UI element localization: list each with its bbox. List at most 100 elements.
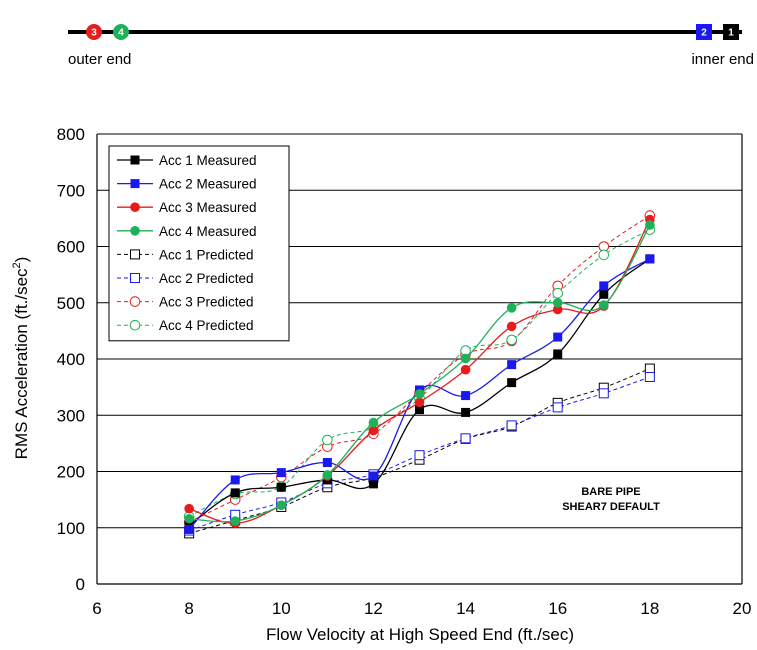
- legend-label-acc-4-predicted: Acc 4 Predicted: [159, 318, 254, 333]
- x-axis-title: Flow Velocity at High Speed End (ft./sec…: [266, 625, 574, 644]
- legend-marker-acc-1-predicted: [130, 249, 140, 260]
- sensor-4-marker: [113, 24, 129, 40]
- sensor-badge-2: 2: [696, 24, 712, 40]
- legend-label-acc-3-measured: Acc 3 Measured: [159, 200, 257, 215]
- legend-box: [108, 145, 290, 342]
- x-tick-label-20: 20: [733, 599, 752, 618]
- x-tick-label-16: 16: [548, 599, 567, 618]
- sensor-badge-1: 1: [723, 24, 739, 40]
- sensor-3-marker: [86, 24, 102, 40]
- point-acc-2-predicted-x15: [506, 420, 517, 431]
- point-acc-4-measured-x8: [184, 513, 194, 524]
- point-acc-1-measured-x15: [507, 378, 517, 388]
- legend-label-acc-1-predicted: Acc 1 Predicted: [159, 247, 254, 262]
- y-axis-title-superscript: 2: [11, 262, 23, 268]
- sensor-1-number: 1: [728, 28, 734, 39]
- point-acc-2-predicted-x18: [644, 372, 655, 382]
- legend-marker-acc-2-measured: [130, 179, 140, 189]
- point-acc-2-measured-x8: [184, 524, 194, 534]
- y-axis-title-main: RMS Acceleration (ft./sec: [12, 268, 31, 459]
- point-acc-2-measured-x14: [461, 391, 471, 401]
- point-acc-1-measured-x16: [553, 349, 563, 359]
- point-acc-4-measured-x18: [645, 220, 655, 230]
- sensor-4-number: 4: [118, 28, 124, 39]
- y-tick-label-100: 100: [57, 519, 85, 538]
- legend-label-acc-1-measured: Acc 1 Measured: [159, 153, 257, 168]
- y-tick-label-800: 800: [57, 125, 85, 144]
- point-acc-4-predicted-x16: [552, 287, 564, 299]
- legend-label-acc-2-predicted: Acc 2 Predicted: [159, 271, 254, 286]
- point-acc-1-measured-x14: [461, 407, 471, 417]
- point-acc-2-measured-x9: [230, 475, 240, 485]
- point-acc-1-measured-x17: [599, 289, 609, 299]
- legend-marker-acc-4-predicted: [129, 319, 141, 331]
- chart-series: [183, 210, 656, 539]
- point-acc-4-measured-x13: [414, 389, 425, 399]
- annotation-line-1: BARE PIPE: [581, 486, 640, 498]
- point-acc-3-measured-x12: [368, 425, 379, 436]
- y-tick-label-600: 600: [57, 238, 85, 257]
- point-acc-2-measured-x12: [368, 471, 378, 481]
- point-acc-1-predicted-x18: [644, 363, 655, 374]
- y-axis-title: RMS Acceleration (ft./sec2): [11, 257, 31, 460]
- legend-marker-acc-3-measured: [130, 202, 140, 212]
- chart-annotation: BARE PIPE SHEAR7 DEFAULT: [562, 486, 660, 513]
- outer-end-label: outer end: [68, 51, 131, 68]
- point-acc-1-measured-x13: [415, 405, 424, 415]
- point-acc-4-measured-x17: [598, 300, 609, 310]
- x-tick-label-12: 12: [364, 599, 383, 618]
- sensor-1-marker: [723, 24, 739, 40]
- point-acc-2-measured-x15: [507, 360, 517, 370]
- sensor-badge-4: 4: [113, 24, 129, 40]
- sensor-2-number: 2: [701, 28, 707, 39]
- y-tick-label-400: 400: [57, 350, 85, 369]
- point-acc-2-measured-x17: [599, 281, 609, 291]
- chart-legend: Acc 1 Measured Acc 2 Measured Acc 3 Measur…: [108, 145, 290, 342]
- point-acc-4-measured-x11: [322, 470, 333, 480]
- y-tick-label-200: 200: [57, 463, 85, 482]
- point-acc-4-measured-x9: [230, 516, 241, 526]
- legend-marker-acc-1-measured: [130, 155, 140, 165]
- point-acc-4-measured-x12: [368, 417, 379, 428]
- point-acc-3-measured-x16: [552, 304, 563, 315]
- point-acc-4-measured-x10: [276, 500, 287, 511]
- series-acc-4-measured: [184, 220, 655, 526]
- point-acc-2-measured-x18: [645, 254, 655, 264]
- y-tick-label-500: 500: [57, 294, 85, 313]
- inner-end-label: inner end: [691, 51, 754, 68]
- annotation-line-2: SHEAR7 DEFAULT: [562, 501, 660, 513]
- legend-label-acc-3-predicted: Acc 3 Predicted: [159, 295, 254, 310]
- legend-marker-acc-3-predicted: [129, 296, 141, 307]
- point-acc-4-measured-x14: [460, 353, 471, 364]
- point-acc-2-measured-x16: [553, 332, 563, 342]
- point-acc-1-measured-x9: [230, 488, 240, 498]
- pipe-diagram: 3 4 2 1 outer end inner end: [68, 24, 754, 68]
- point-acc-4-measured-x16: [552, 297, 563, 308]
- x-tick-label-6: 6: [92, 599, 101, 618]
- sensor-2-marker: [696, 24, 712, 40]
- point-acc-4-predicted-x11: [322, 434, 333, 446]
- y-tick-label-0: 0: [76, 575, 85, 594]
- x-tick-label-18: 18: [640, 599, 659, 618]
- point-acc-4-predicted-x15: [506, 334, 517, 346]
- legend-marker-acc-2-predicted: [130, 273, 140, 283]
- point-acc-2-predicted-x13: [414, 450, 425, 461]
- x-tick-label-14: 14: [456, 599, 475, 618]
- chart-tick-labels: 0 100 200 300 400 500 600 700 800 6 8 10 12 14 16 18 20: [57, 125, 752, 618]
- y-tick-label-300: 300: [57, 406, 85, 425]
- x-tick-label-10: 10: [272, 599, 291, 618]
- point-acc-2-predicted-x17: [598, 388, 609, 399]
- chart-axes: [96, 134, 743, 585]
- point-acc-2-predicted-x14: [460, 433, 471, 444]
- point-acc-1-measured-x12: [368, 479, 378, 489]
- point-acc-3-measured-x14: [460, 364, 471, 375]
- point-acc-2-measured-x11: [322, 458, 332, 467]
- point-acc-2-predicted-x16: [552, 402, 563, 413]
- y-tick-label-700: 700: [57, 181, 85, 200]
- point-acc-2-measured-x10: [276, 468, 286, 478]
- legend-marker-acc-4-measured: [130, 226, 140, 236]
- point-acc-1-measured-x10: [276, 482, 286, 492]
- point-acc-4-measured-x15: [506, 303, 517, 313]
- sensor-badge-3: 3: [86, 24, 102, 40]
